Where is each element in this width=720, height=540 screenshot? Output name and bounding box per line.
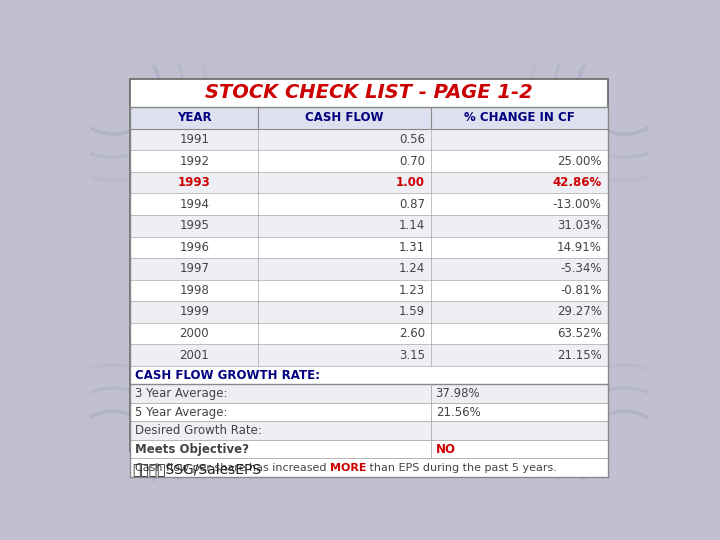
Bar — [130, 440, 608, 458]
Bar — [130, 301, 608, 323]
Bar — [130, 421, 608, 440]
Bar — [130, 172, 608, 193]
Text: 63.52%: 63.52% — [557, 327, 601, 340]
Text: 1995: 1995 — [179, 219, 210, 232]
Text: 1.31: 1.31 — [399, 241, 425, 254]
Bar — [130, 323, 608, 345]
Bar — [130, 345, 608, 366]
Text: 1998: 1998 — [179, 284, 210, 297]
Bar — [130, 79, 608, 451]
Text: NO: NO — [436, 443, 456, 456]
Text: 0.56: 0.56 — [399, 133, 425, 146]
Text: 0.70: 0.70 — [399, 154, 425, 167]
Bar — [130, 384, 608, 403]
Bar — [130, 107, 608, 129]
Text: 25.00%: 25.00% — [557, 154, 601, 167]
Text: Desired Growth Rate:: Desired Growth Rate: — [135, 424, 262, 437]
Text: 1994: 1994 — [179, 198, 210, 211]
Text: 3 Year Average:: 3 Year Average: — [135, 387, 228, 400]
Text: YEAR: YEAR — [177, 111, 212, 124]
Text: 1997: 1997 — [179, 262, 210, 275]
Text: 1999: 1999 — [179, 306, 210, 319]
Text: 1996: 1996 — [179, 241, 210, 254]
Text: CASH FLOW GROWTH RATE:: CASH FLOW GROWTH RATE: — [135, 369, 320, 382]
Bar — [130, 193, 608, 215]
Text: Meets Objective?: Meets Objective? — [135, 443, 249, 456]
Text: 1.59: 1.59 — [399, 306, 425, 319]
Bar — [130, 403, 608, 421]
Text: 1.14: 1.14 — [399, 219, 425, 232]
Text: 3.15: 3.15 — [399, 349, 425, 362]
Bar — [130, 258, 608, 280]
Bar — [130, 129, 608, 150]
Bar — [130, 215, 608, 237]
Text: Cash flow per share has increased: Cash flow per share has increased — [135, 462, 330, 472]
Text: 37.98%: 37.98% — [436, 387, 480, 400]
Text: 1991: 1991 — [179, 133, 210, 146]
Text: CASH FLOW: CASH FLOW — [305, 111, 384, 124]
Text: 2001: 2001 — [179, 349, 209, 362]
Text: 2000: 2000 — [179, 327, 209, 340]
Text: -13.00%: -13.00% — [553, 198, 601, 211]
Text: 21.56%: 21.56% — [436, 406, 480, 419]
Text: 14.91%: 14.91% — [557, 241, 601, 254]
Text: 1993: 1993 — [178, 176, 211, 189]
Text: 0.87: 0.87 — [399, 198, 425, 211]
Text: than EPS during the past 5 years.: than EPS during the past 5 years. — [366, 462, 557, 472]
Bar — [130, 366, 608, 384]
Text: -0.81%: -0.81% — [560, 284, 601, 297]
Text: 21.15%: 21.15% — [557, 349, 601, 362]
Text: -5.34%: -5.34% — [560, 262, 601, 275]
Bar — [130, 237, 608, 258]
Text: 5 Year Average:: 5 Year Average: — [135, 406, 228, 419]
Text: 1.23: 1.23 — [399, 284, 425, 297]
Text: 2.60: 2.60 — [399, 327, 425, 340]
Text: 1992: 1992 — [179, 154, 210, 167]
Text: % CHANGE IN CF: % CHANGE IN CF — [464, 111, 575, 124]
Bar — [130, 458, 608, 477]
Text: STOCK CHECK LIST - PAGE 1-2: STOCK CHECK LIST - PAGE 1-2 — [205, 83, 533, 103]
Text: 1.00: 1.00 — [396, 176, 425, 189]
Text: 31.03%: 31.03% — [557, 219, 601, 232]
Text: MORE: MORE — [330, 462, 366, 472]
Text: 資料來：SSG/SalesEPS: 資料來：SSG/SalesEPS — [132, 462, 261, 476]
Bar — [130, 280, 608, 301]
Bar — [130, 150, 608, 172]
Text: 29.27%: 29.27% — [557, 306, 601, 319]
Text: 42.86%: 42.86% — [552, 176, 601, 189]
Text: 1.24: 1.24 — [399, 262, 425, 275]
